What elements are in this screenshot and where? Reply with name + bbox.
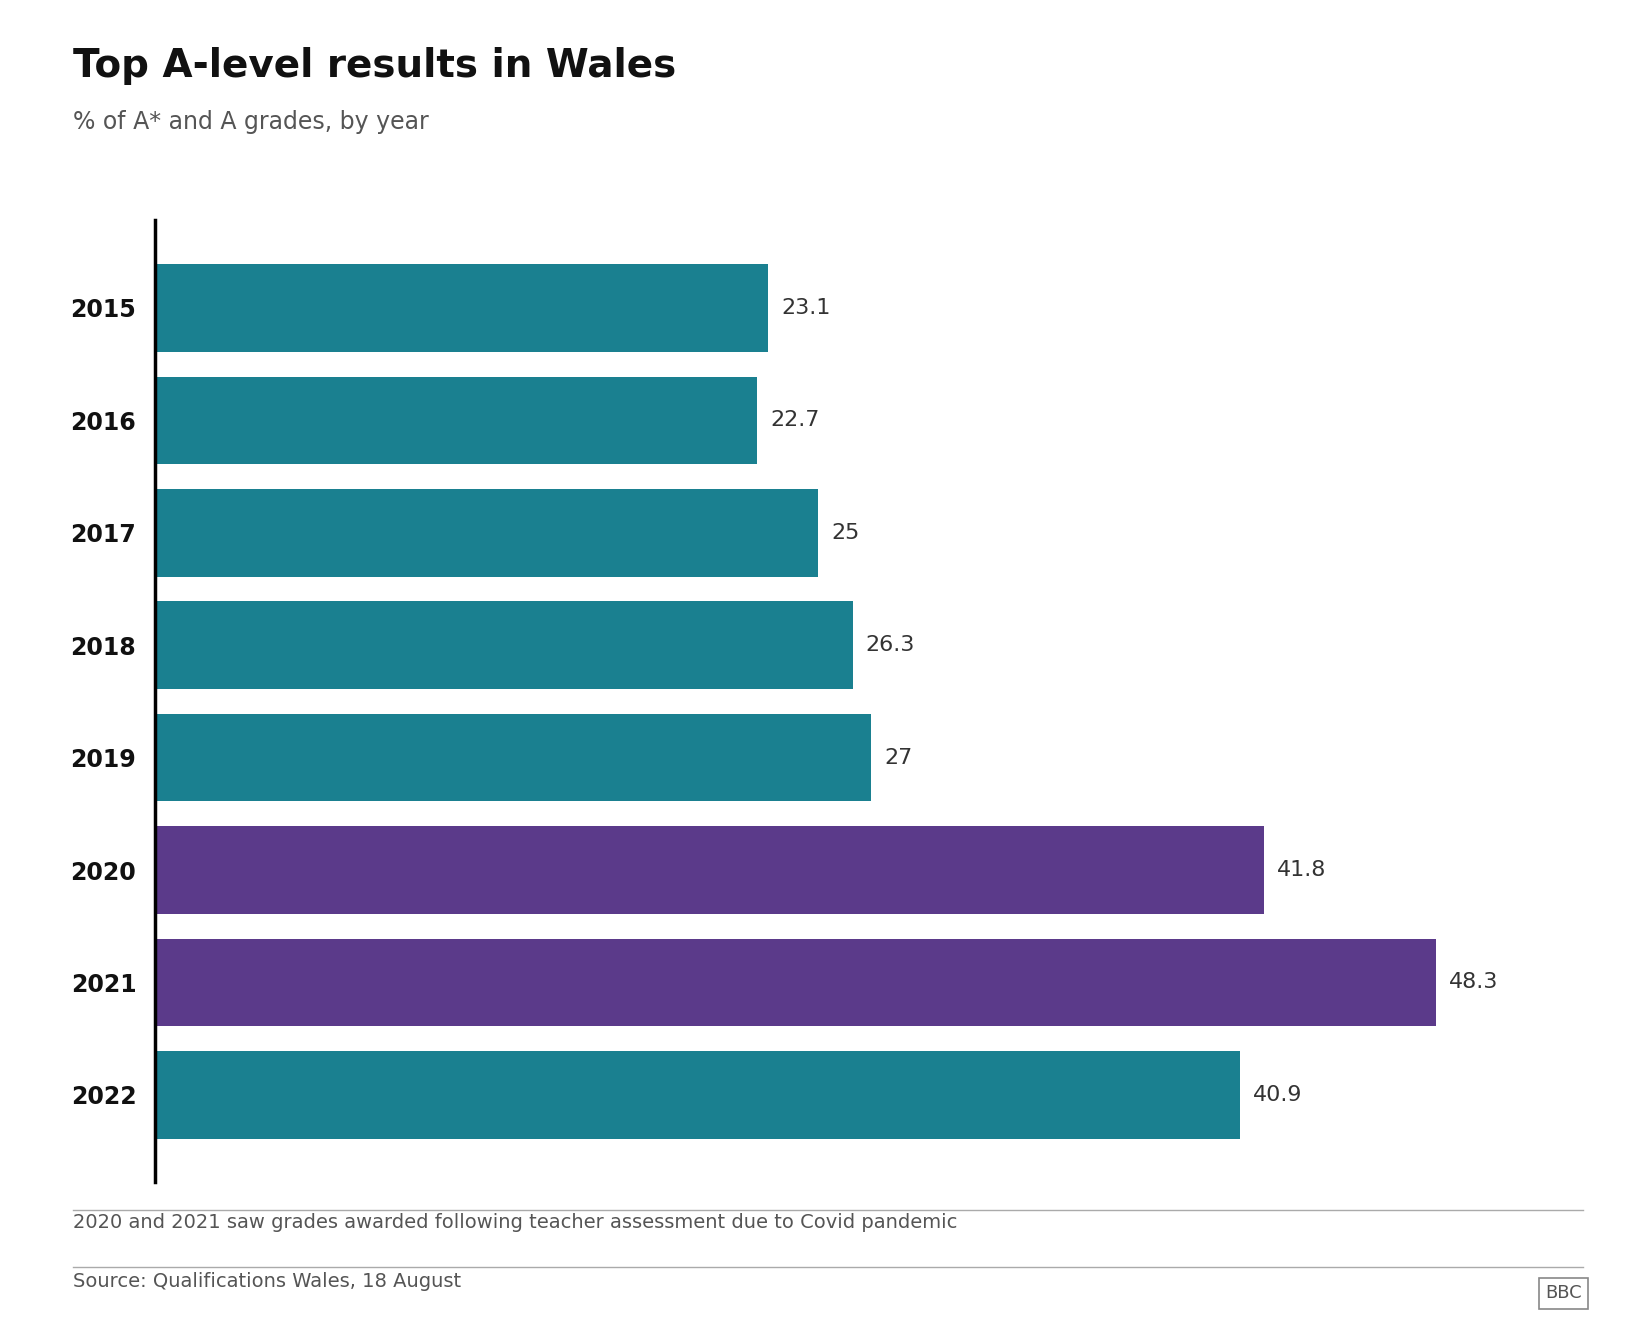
Text: 26.3: 26.3: [865, 635, 916, 655]
Bar: [155, 265, 767, 351]
Bar: [155, 1051, 1240, 1138]
Text: 25: 25: [831, 522, 860, 542]
Text: 48.3: 48.3: [1449, 973, 1498, 993]
Bar: [155, 377, 757, 464]
Bar: [155, 601, 852, 689]
Text: Top A-level results in Wales: Top A-level results in Wales: [73, 47, 677, 84]
Text: 41.8: 41.8: [1276, 860, 1327, 880]
Bar: [155, 713, 871, 802]
Bar: [155, 826, 1263, 914]
Text: 2020 and 2021 saw grades awarded following teacher assessment due to Covid pande: 2020 and 2021 saw grades awarded followi…: [73, 1213, 958, 1232]
Text: 27: 27: [885, 748, 912, 768]
Text: % of A* and A grades, by year: % of A* and A grades, by year: [73, 110, 429, 134]
Text: BBC: BBC: [1546, 1284, 1581, 1303]
Text: 40.9: 40.9: [1253, 1085, 1302, 1105]
Bar: [155, 489, 818, 577]
Text: Source: Qualifications Wales, 18 August: Source: Qualifications Wales, 18 August: [73, 1272, 462, 1291]
Bar: [155, 939, 1436, 1026]
Text: 23.1: 23.1: [782, 298, 831, 318]
Text: 22.7: 22.7: [770, 410, 819, 430]
